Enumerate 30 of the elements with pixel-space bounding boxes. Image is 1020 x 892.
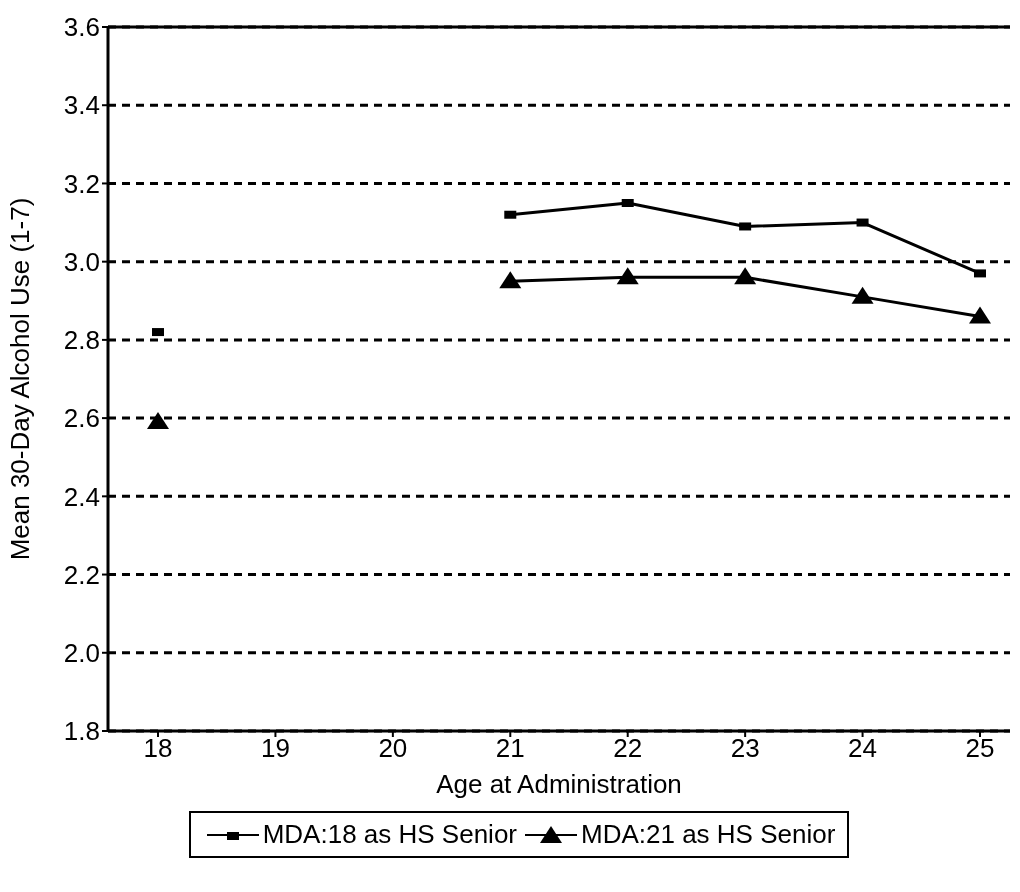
x-tick-label: 23	[730, 733, 760, 764]
y-tick-label: 3.0	[63, 246, 100, 277]
x-tick-label: 25	[965, 733, 995, 764]
y-tick-label: 2.6	[63, 403, 100, 434]
point	[499, 271, 522, 289]
y-tick-label: 2.4	[63, 481, 100, 512]
point	[734, 267, 757, 285]
point	[152, 328, 164, 337]
legend-label: MDA:21 as HS Senior	[581, 819, 836, 850]
x-tick-label: 18	[143, 733, 173, 764]
point	[969, 306, 991, 324]
x-tick-label: 20	[378, 733, 408, 764]
point	[851, 286, 874, 304]
legend-label: MDA:18 as HS Senior	[262, 819, 517, 850]
x-axis-title: Age at Administration	[436, 769, 682, 799]
y-tick-label: 3.4	[63, 90, 100, 121]
y-tick-label: 2.0	[63, 638, 100, 669]
point	[974, 269, 986, 278]
x-tick-label: 19	[260, 733, 290, 764]
y-tick-label: 1.8	[63, 716, 100, 747]
y-tick-label: 2.8	[63, 325, 100, 356]
y-tick-label: 3.2	[63, 168, 100, 199]
point	[147, 412, 169, 430]
x-tick-label: 21	[495, 733, 525, 764]
y-axis-title: Mean 30-Day Alcohol Use (1-7)	[5, 197, 36, 561]
y-tick-label: 2.2	[63, 559, 100, 590]
point	[616, 267, 639, 285]
y-tick-label: 3.6	[63, 12, 100, 43]
x-tick-label: 24	[848, 733, 878, 764]
x-tick-label: 22	[613, 733, 643, 764]
